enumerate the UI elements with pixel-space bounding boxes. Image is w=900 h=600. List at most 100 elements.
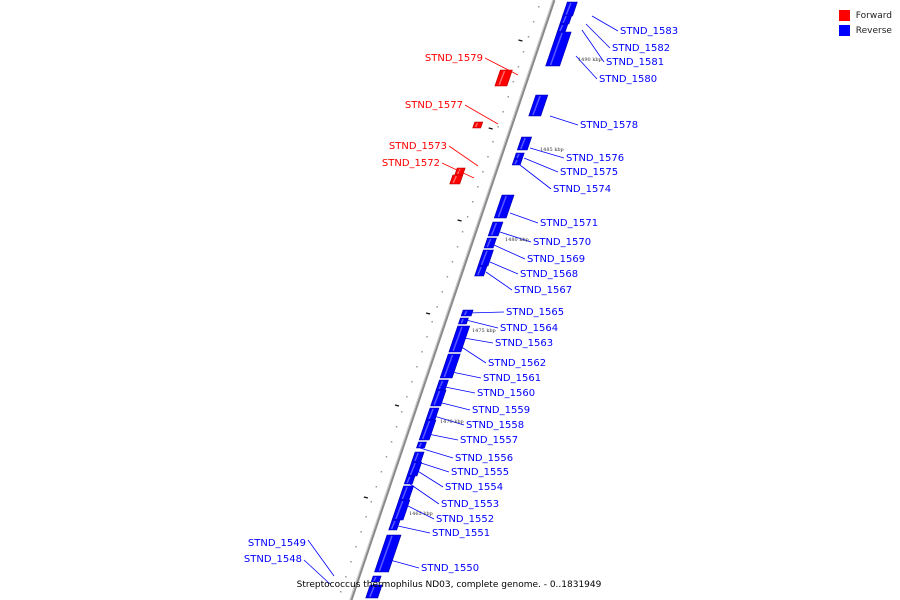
gene-block-stnd_1577[interactable] <box>472 121 484 129</box>
ruler-dot <box>345 576 347 578</box>
gene-label-stnd_1550[interactable]: STND_1550 <box>421 563 479 574</box>
ruler-dot <box>431 321 433 323</box>
gene-label-stnd_1561[interactable]: STND_1561 <box>483 373 541 384</box>
gene-label-stnd_1580[interactable]: STND_1580 <box>599 74 657 85</box>
ruler-dot <box>441 291 444 293</box>
gene-label-stnd_1575[interactable]: STND_1575 <box>560 167 618 178</box>
gene-labels: STND_1583 STND_1582 STND_1581 STND_1580 STND… <box>244 26 678 574</box>
gene-block-stnd_1557[interactable] <box>416 441 427 449</box>
gene-block-stnd_1548[interactable] <box>365 584 383 599</box>
leader-line-stnd_1567 <box>485 271 513 291</box>
gene-label-stnd_1549[interactable]: STND_1549 <box>248 538 306 549</box>
leader-line-stnd_1573 <box>448 145 479 167</box>
leader-line-stnd_1582 <box>585 23 611 49</box>
legend-label-reverse: Reverse <box>855 25 892 36</box>
gene-label-stnd_1558[interactable]: STND_1558 <box>466 420 524 431</box>
gene-block-shade <box>456 168 461 175</box>
gene-block-stnd_1558[interactable] <box>418 419 437 441</box>
gene-label-stnd_1574[interactable]: STND_1574 <box>553 184 611 195</box>
ruler-major-tick <box>518 39 523 42</box>
gene-block-shade <box>490 222 498 236</box>
ruler-labels: 1490 kbp 1485 kbp 1480 kbp 1475 kbp 1470 kbp… <box>409 57 602 517</box>
gene-block-stnd_1580[interactable] <box>545 31 572 67</box>
ruler-dot <box>370 501 373 503</box>
leader-line-stnd_1562 <box>459 345 487 364</box>
gene-label-stnd_1552[interactable]: STND_1552 <box>436 514 494 525</box>
ruler-label: 1485 kbp <box>540 147 564 153</box>
gene-label-stnd_1571[interactable]: STND_1571 <box>540 218 598 229</box>
ruler-major-tick <box>488 127 493 130</box>
gene-label-stnd_1562[interactable]: STND_1562 <box>488 358 546 369</box>
genome-backbone-highlight <box>349 0 554 600</box>
gene-label-stnd_1567[interactable]: STND_1567 <box>514 285 572 296</box>
ruler-dot <box>375 486 378 488</box>
gene-label-stnd_1556[interactable]: STND_1556 <box>455 453 513 464</box>
gene-label-stnd_1583[interactable]: STND_1583 <box>620 26 678 37</box>
ruler-label: 1465 kbp <box>409 511 433 517</box>
gene-label-stnd_1578[interactable]: STND_1578 <box>580 120 638 131</box>
gene-label-stnd_1563[interactable]: STND_1563 <box>495 338 553 349</box>
gene-block-shade <box>433 390 441 406</box>
gene-label-stnd_1570[interactable]: STND_1570 <box>533 237 591 248</box>
gene-label-stnd_1569[interactable]: STND_1569 <box>527 254 585 265</box>
leader-line-stnd_1556 <box>419 447 454 459</box>
gene-block-stnd_1575[interactable] <box>513 152 525 160</box>
gene-block-stnd_1574[interactable] <box>511 158 523 166</box>
leader-line-stnd_1563 <box>463 337 494 344</box>
gene-label-stnd_1573[interactable]: STND_1573 <box>389 141 447 152</box>
gene-block-stnd_1560[interactable] <box>430 389 447 407</box>
legend-item-reverse: Reverse <box>838 23 892 38</box>
leader-line-stnd_1571 <box>509 212 539 224</box>
ruler-ticks <box>340 6 540 593</box>
gene-label-stnd_1553[interactable]: STND_1553 <box>441 499 499 510</box>
gene-label-stnd_1582[interactable]: STND_1582 <box>612 43 670 54</box>
leader-line-stnd_1577 <box>464 104 499 125</box>
gene-label-stnd_1579[interactable]: STND_1579 <box>425 53 483 64</box>
gene-block-stnd_1550[interactable] <box>374 534 402 573</box>
gene-label-stnd_1565[interactable]: STND_1565 <box>506 307 564 318</box>
gene-block-shade <box>409 462 416 476</box>
ruler-dot <box>340 591 342 593</box>
leader-line-stnd_1580 <box>575 55 598 80</box>
gene-label-stnd_1564[interactable]: STND_1564 <box>500 323 558 334</box>
gene-block-shade <box>460 318 464 324</box>
gene-block-shade <box>452 175 457 184</box>
gene-block-stnd_1571[interactable] <box>493 194 515 219</box>
gene-label-stnd_1548[interactable]: STND_1548 <box>244 554 302 565</box>
ruler-major-tick <box>363 496 369 499</box>
ruler-dot <box>446 276 449 278</box>
gene-label-stnd_1581[interactable]: STND_1581 <box>606 57 664 68</box>
leader-line-stnd_1568 <box>489 261 519 275</box>
gene-label-stnd_1576[interactable]: STND_1576 <box>566 153 624 164</box>
gene-label-stnd_1560[interactable]: STND_1560 <box>477 388 535 399</box>
ruler-dot <box>411 381 413 383</box>
gene-label-stnd_1557[interactable]: STND_1557 <box>460 435 518 446</box>
gene-block-stnd_1552[interactable] <box>391 499 411 521</box>
leader-line-stnd_1558 <box>433 415 465 426</box>
gene-label-stnd_1559[interactable]: STND_1559 <box>472 405 530 416</box>
gene-label-stnd_1554[interactable]: STND_1554 <box>445 482 503 493</box>
ruler-dot <box>517 66 520 68</box>
gene-block-shade <box>414 452 419 462</box>
ruler-dot <box>497 126 499 128</box>
ruler-dot <box>385 456 388 458</box>
leader-line-stnd_1583 <box>591 15 619 32</box>
ruler-dot <box>527 36 530 38</box>
gene-block-stnd_1563[interactable] <box>448 325 471 353</box>
leader-line-stnd_1557 <box>427 433 459 441</box>
gene-label-stnd_1577[interactable]: STND_1577 <box>405 100 463 111</box>
gene-block-stnd_1568[interactable] <box>477 249 494 267</box>
gene-block-stnd_1578[interactable] <box>528 94 549 117</box>
gene-label-stnd_1551[interactable]: STND_1551 <box>432 528 490 539</box>
gene-block-stnd_1562[interactable] <box>439 353 461 379</box>
gene-block-shade <box>562 15 567 24</box>
ruler-dot <box>365 516 367 518</box>
ruler-dot <box>360 531 362 533</box>
leader-line-stnd_1569 <box>493 244 526 260</box>
leader-line-stnd_1548 <box>303 559 331 585</box>
gene-label-stnd_1555[interactable]: STND_1555 <box>451 467 509 478</box>
gene-label-stnd_1572[interactable]: STND_1572 <box>382 158 440 169</box>
leader-line-stnd_1570 <box>499 231 532 243</box>
gene-block-stnd_1564[interactable] <box>457 317 469 325</box>
gene-label-stnd_1568[interactable]: STND_1568 <box>520 269 578 280</box>
